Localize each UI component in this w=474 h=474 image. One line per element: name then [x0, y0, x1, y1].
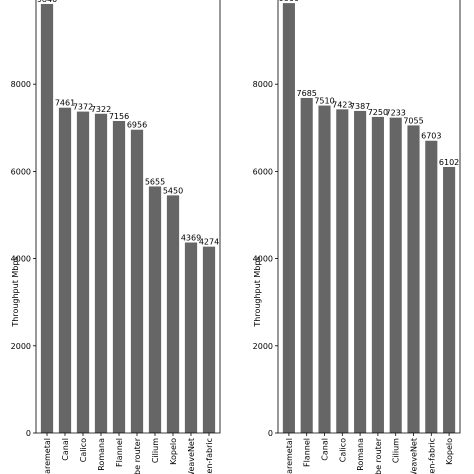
x-tick-label: Romana	[356, 438, 365, 471]
value-label: 6102	[439, 158, 459, 167]
bar	[202, 246, 216, 433]
y-tick-label: 8000	[253, 80, 273, 89]
value-label: 7461	[55, 99, 75, 108]
value-label: 9860	[279, 0, 299, 3]
x-tick-label: Calico	[79, 438, 88, 462]
bar	[282, 3, 295, 433]
y-tick-label: 2000	[11, 342, 31, 351]
x-tick-label: Kopelo	[445, 438, 454, 465]
bar	[336, 109, 349, 433]
y-tick-label: 6000	[11, 167, 31, 176]
x-tick-label: ube router	[374, 437, 383, 474]
y-tick-label: 0	[268, 429, 273, 438]
x-tick-label: uten-fabric	[205, 438, 214, 474]
x-tick-label: Romana	[97, 438, 106, 471]
axes-frame	[35, 0, 221, 434]
x-tick-label: WeaveNet	[410, 438, 419, 474]
y-axis-label: Throughput Mbps	[11, 256, 20, 327]
bar	[166, 195, 180, 433]
value-label: 7156	[109, 112, 129, 121]
x-tick-label: Flannel	[303, 438, 312, 467]
value-label: 7322	[91, 105, 111, 114]
value-label: 5655	[145, 177, 165, 186]
value-label: 4274	[199, 238, 219, 247]
value-label: 9840	[37, 0, 57, 4]
x-tick-label: Canal	[61, 438, 70, 461]
x-tick-label: Baremetal	[43, 438, 52, 474]
y-tick-label: 4000	[11, 255, 31, 264]
bar	[58, 107, 72, 433]
y-tick-label: 0	[26, 429, 31, 438]
value-label: 7055	[403, 116, 423, 125]
bar	[389, 117, 402, 433]
bar	[184, 242, 198, 433]
bar	[148, 186, 162, 433]
value-label: 5450	[163, 186, 183, 195]
value-label: 7233	[386, 109, 406, 118]
bar	[354, 110, 367, 433]
value-label: 7250	[368, 108, 388, 117]
x-tick-label: Kopelo	[169, 438, 178, 465]
value-label: 7387	[350, 102, 370, 111]
x-tick-label: Baremetal	[285, 438, 294, 474]
y-tick-label: 4000	[253, 255, 273, 264]
value-label: 6703	[421, 132, 441, 141]
value-label: 7685	[297, 89, 317, 98]
bar	[318, 105, 331, 434]
bar	[40, 3, 54, 433]
x-tick-label: WeaveNet	[187, 438, 196, 474]
x-tick-label: ube router	[133, 437, 142, 474]
x-tick-label: Flannel	[115, 438, 124, 467]
y-axis-label: Throughput Mbps	[253, 256, 262, 327]
value-label: 7423	[332, 100, 352, 109]
bar	[425, 140, 438, 433]
bar	[407, 125, 420, 433]
bar	[130, 129, 144, 434]
y-tick-label: 2000	[253, 342, 273, 351]
bar	[94, 113, 108, 433]
y-tick-label: 8000	[11, 80, 31, 89]
y-tick-label: 6000	[253, 167, 273, 176]
x-tick-label: uten-fabric	[427, 438, 436, 474]
x-tick-label: Cilium	[392, 438, 401, 463]
value-label: 7372	[73, 103, 93, 112]
axes-frame	[277, 0, 461, 434]
bar	[300, 97, 313, 434]
bar	[443, 166, 456, 433]
value-label: 4369	[181, 234, 201, 243]
x-tick-label: Canal	[321, 438, 330, 461]
bar	[371, 116, 384, 434]
x-tick-label: Cilium	[151, 438, 160, 463]
bar	[76, 111, 90, 433]
x-tick-label: Calico	[338, 438, 347, 462]
bar	[112, 120, 126, 433]
value-label: 7510	[314, 97, 334, 106]
value-label: 6956	[127, 121, 147, 130]
